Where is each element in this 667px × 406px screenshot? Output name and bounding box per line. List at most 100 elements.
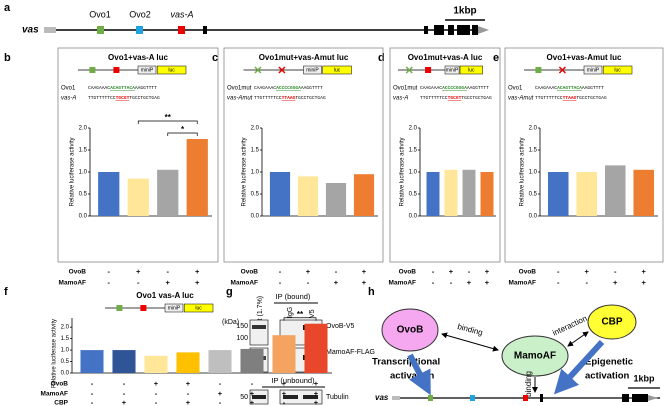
bar xyxy=(444,169,458,216)
significance-label: * xyxy=(181,125,185,134)
bar xyxy=(304,323,328,373)
sequence-part: AAGGTTTT xyxy=(301,85,323,91)
effect-label: activation xyxy=(585,371,630,382)
condition-sign: - xyxy=(307,278,310,287)
bar xyxy=(240,348,264,373)
sequence: TTGTTTTTCCTGCGTTGCCTGCTGAG xyxy=(420,95,492,101)
y-tick-label: 1.0 xyxy=(61,348,70,354)
y-axis-label: Relative luciferase activity xyxy=(520,137,526,206)
promoter xyxy=(303,65,322,75)
promoter xyxy=(137,65,157,75)
element-label: vas-A xyxy=(170,9,193,19)
condition-sign: + xyxy=(334,278,339,287)
condition-sign: - xyxy=(108,267,111,276)
condition-sign: + xyxy=(186,398,191,406)
condition-sign: + xyxy=(186,379,191,388)
link-label: binding xyxy=(524,371,533,397)
condition-sign: - xyxy=(219,379,222,388)
bar xyxy=(127,178,149,216)
reporter-label: luc xyxy=(195,305,202,311)
sequence: CAAGAAACACAGTTACAAAGGTTTT xyxy=(535,85,604,91)
condition-sign: - xyxy=(279,267,282,276)
sequence-part: TTGTTTTTCC xyxy=(88,95,116,101)
sequence: TTGTTTTTCCTTAAGTGCCTGCTGAG xyxy=(254,95,326,101)
y-tick-label: 1.5 xyxy=(61,336,70,342)
condition-sign: + xyxy=(250,389,255,398)
y-tick-label: 1.0 xyxy=(79,170,88,176)
band xyxy=(252,395,266,399)
y-tick-label: 1.0 xyxy=(251,170,260,176)
element-label: Ovo1 xyxy=(89,9,111,19)
condition-sign: - xyxy=(219,398,222,406)
panel-label: a xyxy=(4,2,11,14)
panel-title: Ovo1+vas-A luc xyxy=(108,53,169,62)
site xyxy=(113,67,120,73)
sequence-name: Ovo1mut xyxy=(227,86,252,92)
blot xyxy=(249,319,269,346)
exon xyxy=(44,27,56,33)
y-tick-label: 0.5 xyxy=(251,192,260,198)
sequence-part: TTGTTTTTCC xyxy=(535,95,563,101)
marker: 100 xyxy=(236,335,248,342)
sequence-name: Ovo1mut xyxy=(393,86,418,92)
panel-box xyxy=(504,47,664,263)
condition-sign: - xyxy=(123,389,126,398)
marker: 150 xyxy=(236,323,248,330)
sequence-part: CAAGAAAC xyxy=(420,85,442,91)
lane-label: V5 xyxy=(309,309,316,318)
condition-sign: - xyxy=(450,278,453,287)
condition-name: MamoAF xyxy=(59,280,86,287)
condition-sign: - xyxy=(91,379,94,388)
exon xyxy=(448,25,454,35)
site xyxy=(425,67,432,73)
reporter-label: luc xyxy=(168,67,175,73)
significance-bracket xyxy=(283,317,317,321)
sequence-part: CAAGAAAC xyxy=(535,85,557,91)
panel-label: b xyxy=(4,52,11,64)
significance-label: ** xyxy=(165,113,172,122)
y-tick-label: 0.0 xyxy=(529,214,538,220)
condition-sign: + xyxy=(282,389,287,398)
condition-sign: + xyxy=(122,398,127,406)
sequence: TTGTTTTTCCTGCGTTGCCTGCTGAG xyxy=(88,95,160,101)
y-tick-label: 1.5 xyxy=(79,148,88,154)
significance-bracket xyxy=(137,120,198,124)
bar xyxy=(480,172,494,216)
condition-sign: + xyxy=(166,278,171,287)
panel-box xyxy=(389,47,501,263)
condition-sign: + xyxy=(362,267,367,276)
effect-label: Epigenetic xyxy=(585,357,633,368)
y-tick-label: 0.5 xyxy=(61,359,70,365)
promoter-label: miniP xyxy=(587,67,600,73)
bar xyxy=(297,176,319,216)
bar xyxy=(208,350,232,373)
condition-sign: + xyxy=(136,267,141,276)
exon xyxy=(434,25,444,35)
sequence-part: TTGTTTTTCC xyxy=(420,95,448,101)
promoter-label: miniP xyxy=(141,67,154,73)
marker: 50 xyxy=(240,394,248,401)
site xyxy=(140,305,147,311)
condition-sign: + xyxy=(585,267,590,276)
panel-label: d xyxy=(378,52,385,64)
condition-sign: - xyxy=(279,278,282,287)
y-tick-label: 2.0 xyxy=(251,126,260,132)
exon xyxy=(457,25,470,35)
reporter xyxy=(602,65,633,75)
condition-sign: + xyxy=(449,267,454,276)
blot xyxy=(279,389,323,405)
reporter xyxy=(183,303,214,313)
condition-name: MamoAF xyxy=(231,280,258,287)
bar xyxy=(157,169,179,216)
bar xyxy=(325,183,347,216)
protein-label: CBP xyxy=(601,317,622,328)
sequence-part: TGCCTGCTGAG xyxy=(295,95,326,101)
site xyxy=(89,67,96,73)
reporter xyxy=(156,65,187,75)
mutated-site xyxy=(558,66,566,74)
bar xyxy=(112,350,136,373)
protein xyxy=(587,304,637,340)
condition-sign: + xyxy=(485,267,490,276)
sequence-part: AAGGTTTT xyxy=(582,85,604,91)
